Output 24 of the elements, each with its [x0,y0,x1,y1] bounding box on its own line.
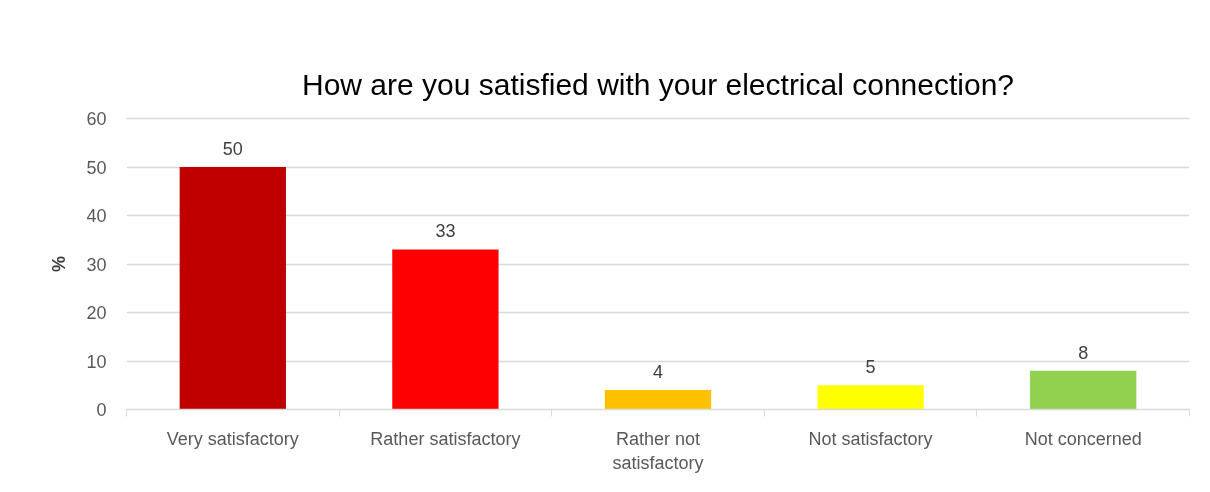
bar [1030,370,1137,410]
bar [604,390,712,410]
data-label: 8 [1078,342,1089,363]
y-tick-label: 50 [86,157,107,178]
bar [392,249,499,410]
x-tick-label: Not concerned [1024,428,1142,449]
x-tick-label: Rather not satisfactory [612,428,704,473]
data-label: 33 [435,221,456,242]
data-label: 50 [222,139,243,159]
chart-title: How are you satisfied with your electrical connection? [301,67,1015,101]
y-tick-label: 0 [96,400,107,420]
x-tick-label: Not satisfactory [808,428,933,449]
y-tick-label: 60 [86,109,107,129]
data-label: 4 [652,362,664,383]
y-tick-label: 20 [86,303,107,323]
bar [179,167,286,410]
data-label: 5 [865,357,876,378]
y-tick-label: 40 [86,206,107,226]
y-axis-title: % [49,255,70,272]
bar [817,385,924,410]
y-tick-label: 10 [86,351,107,372]
y-tick-label: 30 [86,254,107,275]
x-tick-label: Very satisfactory [166,428,299,449]
x-tick-label: Rather satisfactory [370,428,521,449]
